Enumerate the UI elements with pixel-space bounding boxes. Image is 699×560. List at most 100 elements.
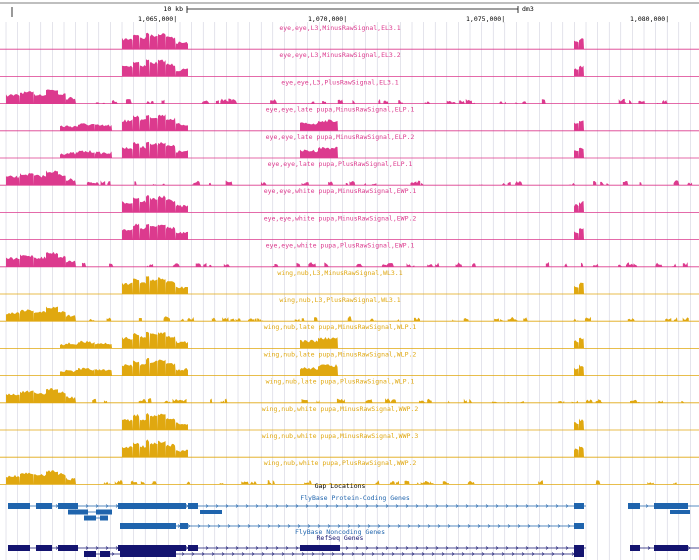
signal-peak: [507, 181, 511, 186]
gene-exon: [188, 545, 198, 551]
track-label[interactable]: eye,eye,L3,MinusRawSignal,EL3.2: [279, 51, 400, 59]
signal-track[interactable]: eye,eye,late pupa,MinusRawSignal,ELP.1: [0, 106, 699, 132]
strand-arrow: [255, 504, 259, 508]
signal-peak: [122, 446, 133, 458]
signal-peak: [176, 204, 188, 213]
gene-model[interactable]: [68, 509, 112, 515]
track-label[interactable]: wing,nub,L3,PlusRawSignal,WL3.1: [279, 296, 400, 304]
signal-track[interactable]: eye,eye,L3,PlusRawSignal,EL3.1: [0, 78, 699, 104]
signal-track[interactable]: eye,eye,L3,MinusRawSignal,EL3.2: [0, 51, 699, 77]
signal-peak: [625, 262, 630, 267]
strand-arrow: [397, 524, 401, 528]
signal-peak: [133, 332, 140, 349]
strand-arrow: [245, 546, 249, 550]
strand-arrow: [375, 504, 379, 508]
strand-arrow: [205, 546, 209, 550]
signal-peak: [158, 59, 166, 77]
signal-peak: [586, 399, 593, 403]
signal-track[interactable]: wing,nub,white pupa,PlusRawSignal,WWP.2: [0, 459, 699, 485]
signal-peak: [6, 175, 20, 186]
signal-peak: [125, 99, 132, 104]
signal-track[interactable]: eye,eye,late pupa,PlusRawSignal,ELP.1: [0, 160, 699, 186]
signal-peak: [459, 100, 465, 104]
strand-arrow: [295, 546, 299, 550]
strand-arrow: [541, 552, 545, 556]
strand-arrow: [535, 546, 539, 550]
signal-peak: [324, 262, 329, 267]
signal-peak: [203, 262, 207, 267]
signal-peak: [150, 333, 158, 349]
signal-peak: [158, 413, 166, 430]
signal-peak: [638, 100, 645, 104]
strand-arrow: [515, 504, 519, 508]
strand-arrow: [181, 552, 185, 556]
assembly-label: dm3: [522, 5, 534, 13]
strand-arrow: [325, 504, 329, 508]
gene-model[interactable]: [84, 551, 584, 557]
strand-arrow: [447, 524, 451, 528]
track-label[interactable]: wing,nub,late pupa,PlusRawSignal,WLP.1: [266, 378, 415, 386]
signal-peak: [158, 195, 166, 213]
signal-track[interactable]: wing,nub,late pupa,MinusRawSignal,WLP.1: [0, 323, 699, 349]
signal-peak: [600, 181, 605, 186]
ruler-position-1: 1,065,000|: [138, 15, 177, 23]
strand-arrow: [245, 504, 249, 508]
signal-peak: [172, 263, 180, 267]
track-label[interactable]: eye,eye,white pupa,MinusRawSignal,EWP.1: [264, 187, 417, 195]
track-label[interactable]: wing,nub,L3,MinusRawSignal,WL3.1: [277, 269, 402, 277]
signal-peak: [338, 398, 346, 403]
track-label[interactable]: eye,eye,white pupa,PlusRawSignal,EWP.1: [266, 242, 415, 250]
track-label[interactable]: eye,eye,L3,MinusRawSignal,EL3.1: [279, 24, 400, 32]
track-label[interactable]: eye,eye,late pupa,MinusRawSignal,ELP.2: [266, 133, 415, 141]
signal-tracks: eye,eye,L3,MinusRawSignal,EL3.1 eye,eye,L…: [0, 24, 699, 485]
gene-model[interactable]: [8, 503, 586, 509]
gene-model[interactable]: [8, 545, 586, 551]
signal-peak: [103, 400, 108, 403]
signal-peak: [579, 364, 584, 376]
signal-peak: [140, 36, 146, 50]
signal-track[interactable]: wing,nub,white pupa,MinusRawSignal,WWP.2: [0, 405, 699, 431]
gene-exon: [96, 509, 112, 515]
track-label[interactable]: eye,eye,white pupa,MinusRawSignal,EWP.2: [264, 214, 417, 222]
strand-arrow: [495, 504, 499, 508]
signal-peak: [209, 264, 212, 267]
signal-peak: [133, 360, 140, 376]
gene-model[interactable]: [200, 510, 222, 514]
strand-arrow: [417, 524, 421, 528]
gene-model[interactable]: [120, 523, 584, 529]
track-label[interactable]: wing,nub,late pupa,MinusRawSignal,WLP.2: [264, 350, 417, 358]
track-label[interactable]: wing,nub,white pupa,MinusRawSignal,WWP.2: [262, 405, 419, 413]
signal-peak: [254, 318, 257, 322]
gene-model[interactable]: [630, 545, 699, 551]
signal-peak: [107, 181, 111, 186]
track-label[interactable]: wing,nub,late pupa,MinusRawSignal,WLP.1: [264, 323, 417, 331]
signal-peak: [176, 449, 188, 458]
track-label[interactable]: eye,eye,late pupa,MinusRawSignal,ELP.1: [266, 106, 415, 114]
signal-peak: [166, 117, 176, 131]
signal-peak: [122, 65, 133, 77]
strand-arrow: [547, 524, 551, 528]
gene-exon: [120, 523, 176, 529]
signal-peak: [606, 183, 610, 186]
track-label[interactable]: wing,nub,white pupa,PlusRawSignal,WWP.2: [264, 459, 417, 467]
signal-track[interactable]: wing,nub,late pupa,MinusRawSignal,WLP.2: [0, 350, 699, 377]
signal-track[interactable]: eye,eye,L3,MinusRawSignal,EL3.1: [0, 24, 699, 50]
track-label[interactable]: wing,nub,white pupa,MinusRawSignal,WWP.3: [262, 432, 419, 440]
signal-track[interactable]: wing,nub,L3,MinusRawSignal,WL3.1: [0, 269, 699, 295]
track-label[interactable]: eye,eye,late pupa,PlusRawSignal,ELP.1: [268, 160, 413, 168]
strand-arrow: [445, 504, 449, 508]
signal-track[interactable]: wing,nub,late pupa,PlusRawSignal,WLP.1: [0, 378, 699, 404]
signal-track[interactable]: eye,eye,white pupa,PlusRawSignal,EWP.1: [0, 242, 699, 268]
track-label[interactable]: eye,eye,L3,PlusRawSignal,EL3.1: [281, 78, 398, 86]
strand-arrow: [561, 552, 565, 556]
signal-track[interactable]: eye,eye,late pupa,MinusRawSignal,ELP.2: [0, 133, 699, 159]
gene-model[interactable]: [628, 503, 699, 509]
signal-track[interactable]: eye,eye,white pupa,MinusRawSignal,EWP.2: [0, 214, 699, 241]
gene-model[interactable]: [84, 515, 108, 521]
signal-track[interactable]: eye,eye,white pupa,MinusRawSignal,EWP.1: [0, 187, 699, 213]
gene-exon: [118, 503, 186, 509]
gene-model[interactable]: [670, 510, 690, 514]
signal-track[interactable]: wing,nub,white pupa,MinusRawSignal,WWP.3: [0, 432, 699, 458]
signal-track[interactable]: wing,nub,L3,PlusRawSignal,WL3.1: [0, 296, 699, 322]
